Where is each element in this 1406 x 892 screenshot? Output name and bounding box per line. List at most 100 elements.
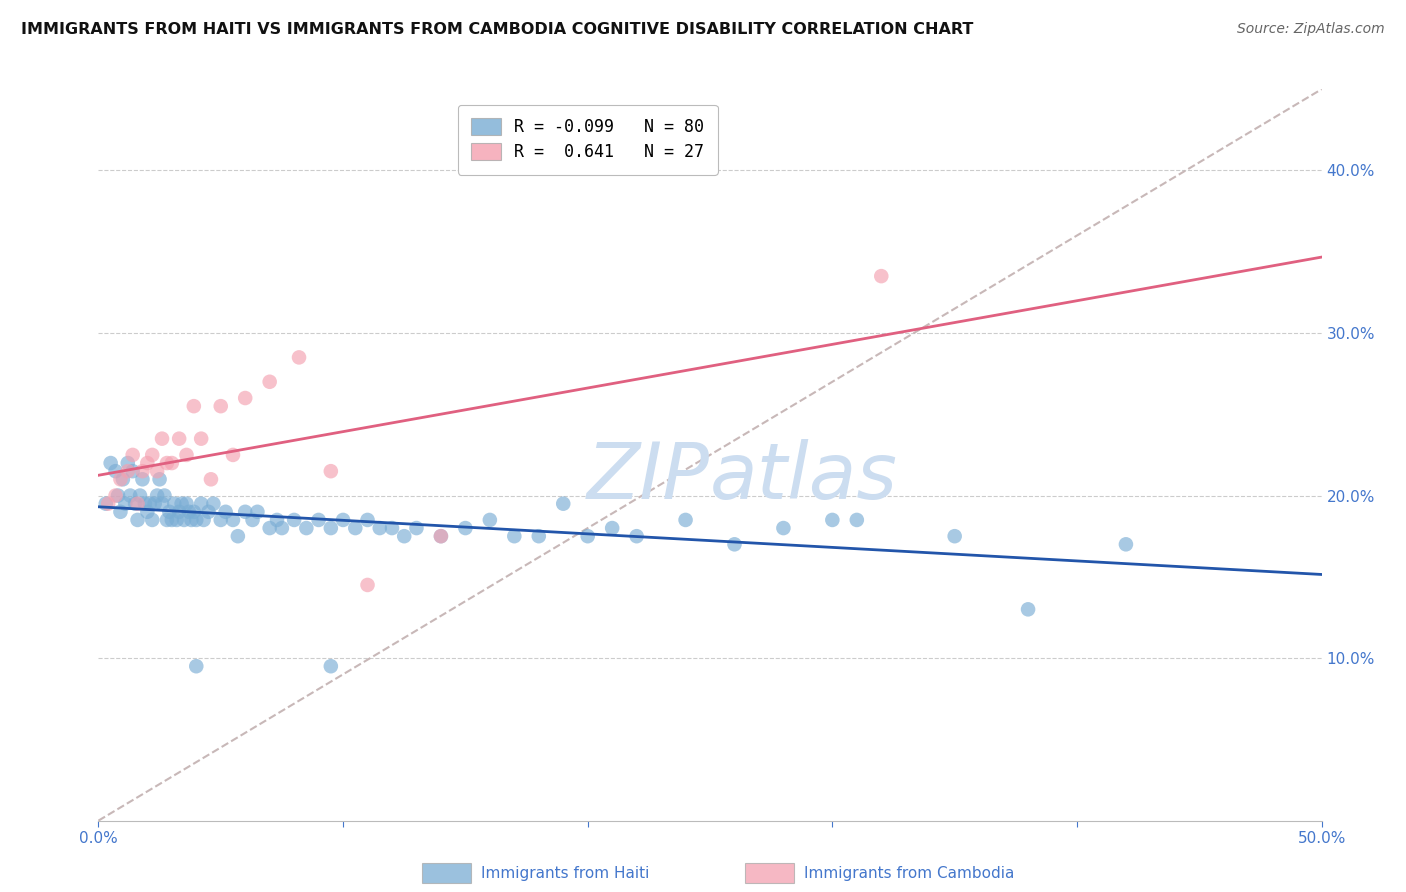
Point	[356, 578, 378, 592]
Point	[104, 464, 127, 478]
Text: Source: ZipAtlas.com: Source: ZipAtlas.com	[1237, 22, 1385, 37]
Point	[136, 456, 159, 470]
Point	[129, 489, 152, 503]
Point	[870, 269, 893, 284]
Point	[177, 505, 200, 519]
Point	[176, 497, 198, 511]
Point	[183, 505, 205, 519]
Point	[114, 497, 136, 511]
Point	[405, 521, 427, 535]
Point	[1115, 537, 1137, 551]
Text: Immigrants from Cambodia: Immigrants from Cambodia	[804, 866, 1015, 880]
Point	[259, 375, 281, 389]
Point	[136, 505, 159, 519]
Point	[120, 489, 142, 503]
Point	[186, 513, 208, 527]
Point	[200, 472, 222, 486]
Legend: R = -0.099   N = 80, R =  0.641   N = 27: R = -0.099 N = 80, R = 0.641 N = 27	[458, 105, 717, 175]
Point	[110, 472, 132, 486]
Point	[170, 497, 193, 511]
Point	[319, 464, 342, 478]
Point	[107, 489, 129, 503]
Point	[600, 521, 623, 535]
Point	[173, 513, 195, 527]
Point	[626, 529, 648, 543]
Point	[127, 497, 149, 511]
Point	[242, 513, 264, 527]
Point	[319, 659, 342, 673]
Point	[226, 529, 249, 543]
Point	[121, 448, 143, 462]
Point	[141, 448, 163, 462]
Point	[190, 432, 212, 446]
Point	[153, 489, 176, 503]
Point	[1017, 602, 1039, 616]
Point	[166, 513, 188, 527]
Point	[150, 497, 173, 511]
Point	[430, 529, 453, 543]
Point	[723, 537, 745, 551]
Point	[146, 489, 169, 503]
Point	[266, 513, 288, 527]
Point	[156, 513, 179, 527]
Point	[149, 472, 172, 486]
Point	[319, 521, 342, 535]
Point	[209, 399, 232, 413]
Point	[295, 521, 318, 535]
Point	[111, 472, 134, 486]
Point	[167, 505, 190, 519]
Point	[845, 513, 868, 527]
Point	[94, 497, 117, 511]
Point	[270, 521, 294, 535]
Text: atlas: atlas	[710, 439, 898, 515]
Point	[150, 432, 173, 446]
Point	[308, 513, 330, 527]
Point	[176, 448, 198, 462]
Point	[131, 464, 153, 478]
Point	[821, 513, 844, 527]
Text: ZIP: ZIP	[588, 439, 710, 515]
Point	[167, 432, 190, 446]
Point	[209, 513, 232, 527]
Point	[222, 448, 245, 462]
Point	[160, 456, 183, 470]
Point	[156, 456, 179, 470]
Point	[202, 497, 225, 511]
Point	[163, 497, 186, 511]
Point	[157, 505, 180, 519]
Text: IMMIGRANTS FROM HAITI VS IMMIGRANTS FROM CAMBODIA COGNITIVE DISABILITY CORRELATI: IMMIGRANTS FROM HAITI VS IMMIGRANTS FROM…	[21, 22, 973, 37]
Point	[117, 456, 139, 470]
Point	[283, 513, 305, 527]
Point	[332, 513, 354, 527]
Point	[160, 513, 183, 527]
Point	[259, 521, 281, 535]
Point	[146, 464, 169, 478]
Point	[193, 513, 215, 527]
Point	[675, 513, 697, 527]
Point	[141, 513, 163, 527]
Point	[186, 659, 208, 673]
Point	[121, 464, 143, 478]
Point	[943, 529, 966, 543]
Point	[356, 513, 378, 527]
Point	[772, 521, 794, 535]
Point	[576, 529, 599, 543]
Point	[527, 529, 550, 543]
Point	[233, 505, 256, 519]
Point	[454, 521, 477, 535]
Point	[246, 505, 269, 519]
Point	[368, 521, 391, 535]
Point	[214, 505, 236, 519]
Point	[104, 489, 127, 503]
Point	[127, 513, 149, 527]
Point	[197, 505, 219, 519]
Point	[222, 513, 245, 527]
Point	[430, 529, 453, 543]
Point	[139, 497, 162, 511]
Point	[143, 497, 166, 511]
Point	[124, 497, 146, 511]
Point	[110, 505, 132, 519]
Point	[381, 521, 404, 535]
Point	[131, 472, 153, 486]
Point	[190, 497, 212, 511]
